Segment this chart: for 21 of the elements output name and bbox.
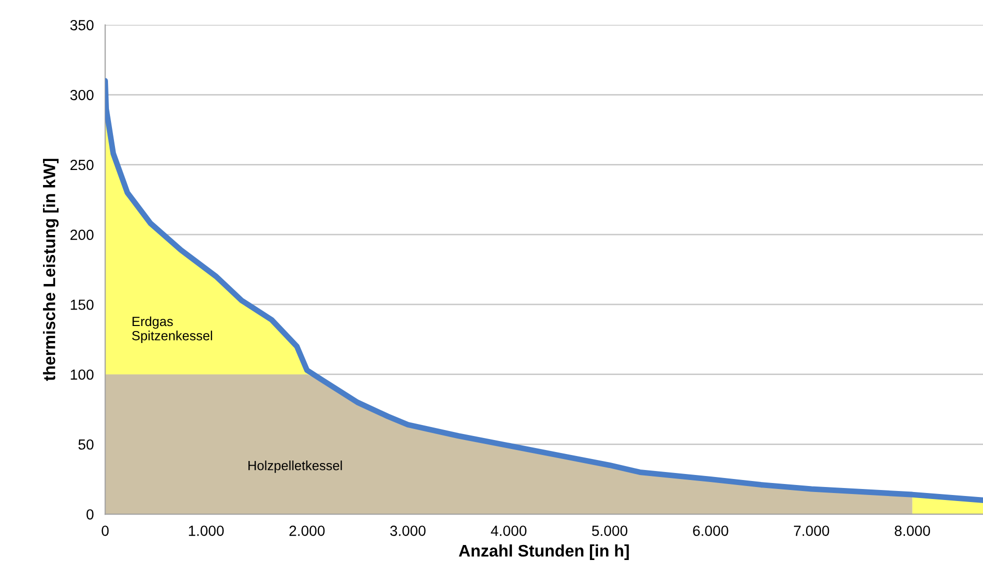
y-tick-label: 100 bbox=[70, 369, 94, 380]
x-tick-label: 0 bbox=[102, 526, 109, 536]
x-tick-label: 2.000 bbox=[289, 526, 325, 536]
x-tick-label: 8.000 bbox=[894, 526, 930, 536]
x-tick-label: 6.000 bbox=[693, 526, 728, 536]
x-tick-label: 3.000 bbox=[390, 526, 426, 536]
x-tick-label: 1.000 bbox=[188, 526, 224, 536]
annotation: Erdgas Spitzenkessel bbox=[132, 316, 212, 343]
x-axis-title: Anzahl Stunden [in h] bbox=[458, 544, 629, 560]
annotation: Holzpelletkessel bbox=[248, 460, 342, 473]
x-tick-label: 4.000 bbox=[490, 526, 526, 536]
x-tick-label: 7.000 bbox=[794, 526, 830, 536]
y-tick-label: 300 bbox=[70, 90, 94, 100]
y-tick-label: 250 bbox=[70, 160, 94, 170]
y-tick-label: 0 bbox=[86, 509, 94, 520]
y-tick-label: 50 bbox=[78, 439, 94, 450]
y-tick-label: 200 bbox=[70, 230, 94, 240]
y-tick-label: 150 bbox=[70, 300, 94, 310]
x-tick-label: 5.000 bbox=[592, 526, 628, 536]
y-axis-title: thermische Leistung [in kW] bbox=[43, 158, 59, 381]
y-tick-label: 350 bbox=[70, 20, 94, 30]
